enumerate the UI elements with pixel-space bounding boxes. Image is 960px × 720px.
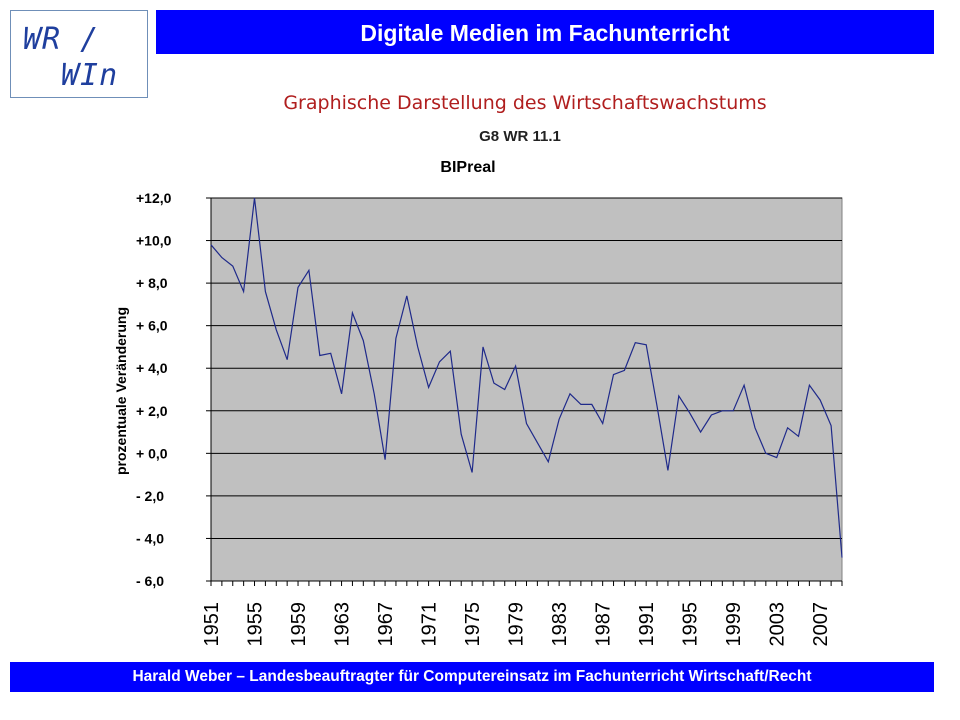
footer-bar: Harald Weber – Landesbeauftragter für Co…	[10, 662, 934, 692]
y-tick-label: - 2,0	[136, 488, 164, 504]
y-tick-label: +10,0	[136, 233, 172, 249]
x-tick-label: 2003	[767, 602, 789, 647]
header-bar: Digitale Medien im Fachunterricht	[156, 10, 934, 54]
x-tick-label: 1955	[245, 602, 267, 647]
logo-line-1: WR /	[23, 22, 100, 57]
y-tick-label: - 6,0	[136, 573, 164, 589]
slide-subtitle: Graphische Darstellung des Wirtschaftswa…	[283, 92, 767, 114]
x-tick-label: 1975	[462, 602, 484, 647]
y-tick-label: +12,0	[136, 190, 172, 206]
y-axis-label: prozentuale Veränderung	[113, 307, 129, 475]
wr-win-logo: WR / WIn	[10, 10, 148, 98]
bip-line-chart: BIPreal prozentuale Veränderung +12,0 +10…	[113, 159, 843, 647]
y-tick-label: + 0,0	[136, 445, 168, 461]
x-tick-label: 1999	[723, 602, 745, 647]
course-label: G8 WR 11.1	[479, 128, 561, 145]
x-tick-label: 1951	[201, 602, 223, 647]
x-tick-label: 1959	[288, 602, 310, 647]
x-tick-label: 1987	[593, 602, 615, 647]
plot-area	[210, 197, 843, 582]
x-tick-label: 1971	[419, 602, 441, 647]
y-tick-label: + 2,0	[136, 403, 168, 419]
x-tick-label: 1967	[375, 602, 397, 647]
y-tick-label: - 4,0	[136, 530, 164, 546]
y-tick-label: + 4,0	[136, 360, 168, 376]
x-tick-label: 1983	[549, 602, 571, 647]
x-tick-label: 1995	[680, 602, 702, 647]
x-tick-label: 2007	[810, 602, 832, 647]
y-tick-label: + 8,0	[136, 275, 168, 291]
y-tick-label: + 6,0	[136, 318, 168, 334]
x-tick-label: 1963	[332, 602, 354, 647]
chart-title: BIPreal	[440, 159, 495, 176]
x-tick-label: 1991	[636, 602, 658, 647]
series-line-bipreal	[210, 197, 843, 558]
x-tick-label: 1979	[506, 602, 528, 647]
logo-line-2: WIn	[61, 58, 119, 93]
